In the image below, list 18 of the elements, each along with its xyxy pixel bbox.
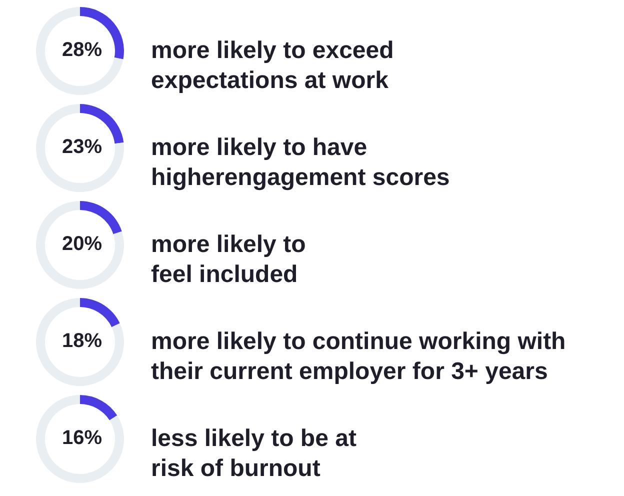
donut-slice [36,7,124,95]
donut-slice [36,395,124,483]
donut-slice [36,298,124,386]
text: less likely to be at risk of burnout [151,425,356,482]
data-label: 28% [62,39,102,61]
donut-slice [36,201,124,289]
donut-slice [36,104,124,192]
donut-slice [80,298,120,328]
text: more likely to have higherengagement scores [151,134,450,191]
donut-slice [80,395,118,420]
donut-slice [80,201,122,234]
data-label: 20% [62,233,102,255]
text: more likely to feel included [151,231,306,288]
data-label: 18% [62,330,102,352]
data-label: 16% [62,427,102,449]
text: more likely to exceed expectations at work [151,37,394,94]
data-label: 23% [62,136,102,158]
text: more likely to continue working with their current employer for 3+ years [151,328,566,385]
